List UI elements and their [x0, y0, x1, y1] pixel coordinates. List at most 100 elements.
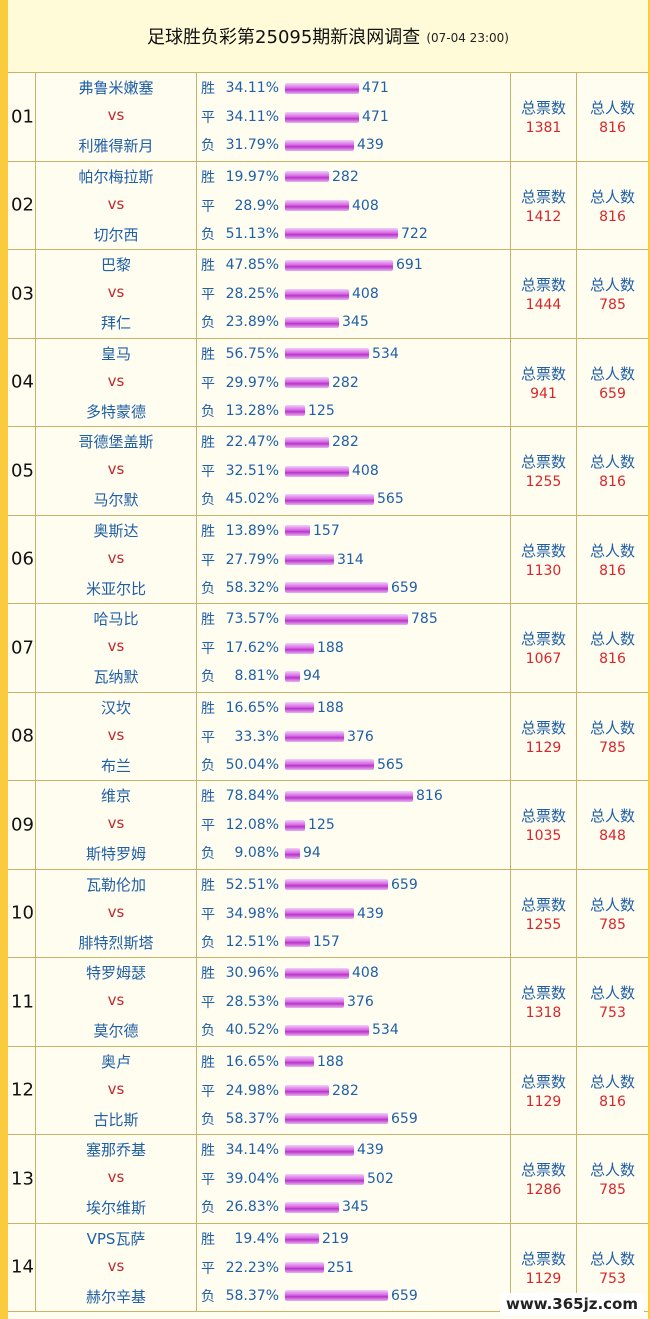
total-people-cell: 总人数 816	[577, 604, 648, 692]
match-number-cell: 09	[8, 781, 36, 869]
vote-loss-line: 负 26.83% 345	[201, 1197, 369, 1217]
total-votes-cell: 总票数 1255	[511, 427, 577, 515]
votes-cell: 胜 30.96% 408 平 28.53% 376 负 40.52% 534	[197, 958, 511, 1046]
match-number-cell: 08	[8, 692, 36, 780]
vote-loss-percent: 12.51%	[225, 933, 279, 950]
total-people-value: 785	[599, 297, 626, 313]
vote-win-bar	[285, 967, 349, 979]
vote-loss-bar	[285, 139, 354, 151]
vote-loss-line: 负 50.04% 565	[201, 755, 404, 775]
total-votes-value: 1255	[525, 916, 562, 933]
teams-cell: 特罗姆瑟 vs 莫尔德	[36, 958, 197, 1046]
vote-win-label: 胜	[201, 169, 215, 186]
home-team: 瓦勒伦加	[85, 875, 146, 894]
vote-loss-percent: 40.52%	[225, 1022, 279, 1038]
vote-draw-percent: 24.98%	[225, 1082, 279, 1099]
match-number: 08	[11, 725, 34, 747]
total-people-value: 785	[599, 1182, 626, 1198]
votes-cell: 胜 34.14% 439 平 39.04% 502 负 26.83% 345	[197, 1135, 511, 1223]
vote-draw-line: 平 34.11% 471	[201, 107, 389, 127]
total-people-value: 816	[599, 474, 626, 490]
vote-loss-label: 负	[201, 1200, 215, 1216]
teams-cell: 弗鲁米嫩塞 vs 利雅得新月	[36, 73, 197, 161]
vs-label: vs	[107, 725, 125, 744]
vote-draw-label: 平	[201, 552, 215, 569]
vote-draw-line: 平 29.97% 282	[201, 373, 359, 393]
vote-draw-line: 平 28.25% 408	[201, 284, 379, 304]
vote-loss-percent: 8.81%	[234, 668, 279, 684]
vs-label: vs	[107, 548, 125, 567]
votes-cell: 胜 19.4% 219 平 22.23% 251 负 58.37% 659	[197, 1223, 511, 1311]
total-people-cell: 总人数 816	[577, 73, 648, 161]
table-row: 12 奥卢 vs 古比斯 胜 16.65% 188 平 24.98% 282 负 58.37% 659 总…	[8, 1046, 648, 1135]
vote-draw-count: 408	[352, 286, 379, 302]
away-team: 赫尔辛基	[85, 1287, 146, 1306]
table-row: 13 塞那乔基 vs 埃尔维斯 胜 34.14% 439 平 39.04% 502 负 26.83% 3…	[8, 1135, 648, 1224]
vote-draw-bar	[285, 1173, 364, 1185]
vote-win-percent: 30.96%	[225, 965, 279, 981]
vote-win-line: 胜 22.47% 282	[201, 432, 359, 452]
total-votes-value: 1129	[525, 1270, 562, 1287]
vote-loss-bar	[285, 228, 398, 239]
vote-win-count: 785	[411, 611, 438, 627]
total-votes-value: 1129	[525, 739, 562, 756]
total-people-value: 753	[599, 1270, 626, 1287]
vote-win-count: 816	[416, 788, 443, 804]
total-votes-value: 1129	[525, 1093, 562, 1110]
vote-win-count: 534	[372, 345, 399, 362]
vote-draw-count: 408	[352, 463, 379, 479]
vote-loss-label: 负	[201, 669, 215, 685]
vote-draw-line: 平 24.98% 282	[201, 1081, 359, 1101]
away-team: 埃尔维斯	[85, 1199, 146, 1217]
vote-win-line: 胜 47.85% 691	[201, 255, 423, 275]
vote-win-percent: 13.89%	[225, 522, 279, 539]
teams-cell: 奥卢 vs 古比斯	[36, 1046, 197, 1134]
teams-cell: 哈马比 vs 瓦纳默	[36, 604, 197, 692]
vote-win-bar	[285, 171, 329, 182]
vote-win-percent: 78.84%	[225, 788, 279, 804]
vote-draw-percent: 29.97%	[225, 374, 279, 391]
away-team: 斯特罗姆	[85, 845, 146, 863]
teams-cell: 瓦勒伦加 vs 腓特烈斯塔	[36, 869, 197, 957]
vote-draw-line: 平 32.51% 408	[201, 461, 379, 481]
total-votes-cell: 总票数 1412	[511, 161, 577, 249]
vote-draw-line: 平 17.62% 188	[201, 638, 344, 658]
vs-label: vs	[107, 1168, 125, 1186]
vote-loss-count: 659	[391, 1110, 418, 1127]
votes-cell: 胜 52.51% 659 平 34.98% 439 负 12.51% 157	[197, 869, 511, 957]
total-votes-label: 总票数	[520, 453, 566, 471]
match-number: 04	[11, 371, 34, 393]
match-number: 11	[11, 991, 34, 1013]
away-team: 古比斯	[93, 1110, 139, 1129]
vote-win-percent: 16.65%	[225, 699, 279, 716]
teams-cell: 皇马 vs 多特蒙德	[36, 338, 197, 426]
total-people-cell: 总人数 753	[577, 958, 648, 1046]
vote-loss-line: 负 58.32% 659	[201, 578, 418, 598]
table-row: 09 维京 vs 斯特罗姆 胜 78.84% 816 平 12.08% 125 负 9.08% 94 总票…	[8, 781, 648, 870]
match-number: 03	[11, 283, 34, 305]
vote-loss-label: 负	[201, 1023, 215, 1039]
home-team: 奥斯达	[93, 521, 139, 540]
vote-loss-percent: 26.83%	[225, 1199, 279, 1215]
total-votes-label: 总票数	[520, 1161, 566, 1179]
watermark: www.365jz.com	[499, 1293, 644, 1315]
match-number-cell: 10	[8, 869, 36, 957]
total-votes-label: 总票数	[520, 630, 566, 648]
vote-win-bar	[285, 790, 413, 802]
vote-win-percent: 56.75%	[225, 345, 279, 362]
vote-win-label: 胜	[201, 258, 215, 274]
vote-loss-line: 负 8.81% 94	[201, 666, 321, 686]
total-people-label: 总人数	[589, 984, 635, 1002]
vote-loss-count: 659	[391, 1287, 418, 1304]
home-team: 弗鲁米嫩塞	[78, 79, 154, 97]
vote-win-line: 胜 13.89% 157	[201, 521, 340, 541]
vote-win-count: 691	[396, 257, 423, 273]
vote-loss-label: 负	[201, 846, 215, 862]
total-people-value: 816	[599, 651, 626, 667]
total-people-value: 659	[599, 385, 626, 402]
vote-win-label: 胜	[201, 612, 215, 628]
total-people-label: 总人数	[589, 364, 635, 383]
vote-win-label: 胜	[201, 435, 215, 451]
vote-draw-label: 平	[201, 641, 215, 657]
vote-draw-label: 平	[201, 198, 215, 215]
